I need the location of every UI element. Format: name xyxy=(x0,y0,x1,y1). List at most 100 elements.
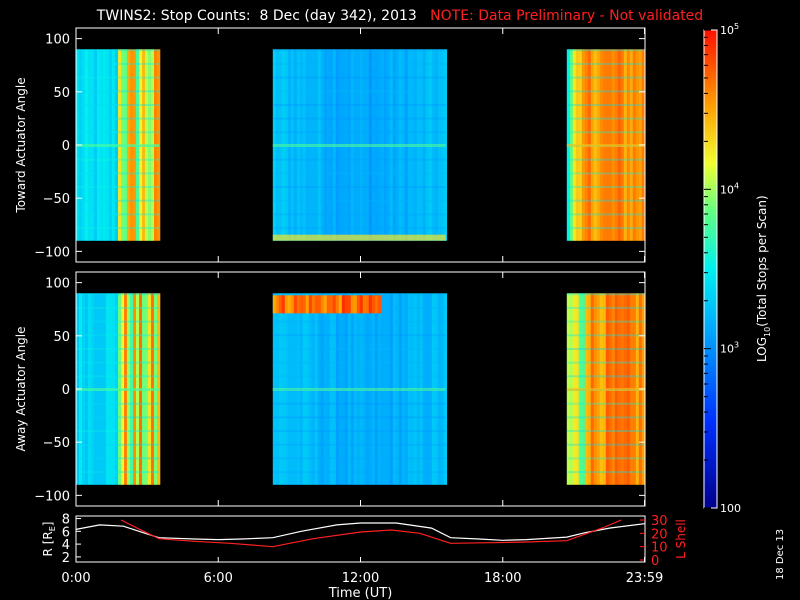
heatmap-zero-streak xyxy=(272,144,446,147)
heatmap-band xyxy=(566,471,645,474)
heatmap-hot-band xyxy=(362,295,367,314)
heatmap-hot-band xyxy=(275,295,280,314)
y-tick-label: 4 xyxy=(62,538,70,553)
heatmap-band xyxy=(272,334,446,337)
heatmap-hot-band xyxy=(281,295,286,314)
heatmap-band xyxy=(76,293,159,296)
heatmap-band xyxy=(76,348,159,350)
heatmap-band xyxy=(76,375,159,378)
heatmap-hot-band xyxy=(365,295,370,314)
y-tick-label-right: 30 xyxy=(651,514,668,529)
heatmap-band xyxy=(76,213,159,216)
heatmap-band xyxy=(76,76,159,79)
y-tick-label: 6 xyxy=(62,525,70,540)
heatmap-band xyxy=(272,131,446,134)
date-stamp: 18 Dec 13 xyxy=(775,528,786,580)
colorbar-tick-label: 104 xyxy=(720,181,739,196)
heatmap-hot-band xyxy=(278,295,283,314)
heatmap-band xyxy=(272,117,446,120)
heatmap-zero-streak xyxy=(566,144,645,147)
heatmap-band xyxy=(76,131,159,134)
heatmap-band xyxy=(76,227,159,230)
heatmap-band xyxy=(272,471,446,474)
heatmap-hot-band xyxy=(377,295,382,314)
heatmap-band xyxy=(272,348,446,350)
y-tick-label: 2 xyxy=(62,551,70,566)
y-tick-label: −50 xyxy=(43,436,70,451)
heatmap-band xyxy=(272,293,446,296)
heatmap-hot-band xyxy=(311,295,316,314)
colorbar-label: LOG10(Total Stops per Scan) xyxy=(755,195,772,362)
y-tick-label: −50 xyxy=(43,192,70,207)
heatmap-band xyxy=(566,158,645,161)
heatmap-band xyxy=(566,306,645,309)
heatmap-band xyxy=(272,62,446,65)
heatmap-band xyxy=(272,227,446,230)
heatmap-hot-band xyxy=(326,295,331,314)
heatmap-band xyxy=(566,117,645,120)
panel-toward: 100 50 0 −50 −100 Toward Actuator Angle xyxy=(14,27,646,263)
y-tick-label: −100 xyxy=(34,245,70,260)
heatmap-band xyxy=(272,49,446,52)
heatmap-band xyxy=(76,172,159,175)
y-tick-label: 0 xyxy=(62,383,70,398)
heatmap-zero-streak xyxy=(76,144,159,147)
y-tick-label: −100 xyxy=(34,489,70,504)
heatmap-hot-band xyxy=(314,295,319,314)
heatmap-hot-band xyxy=(296,295,301,314)
heatmap-band xyxy=(272,158,446,161)
heatmap-band xyxy=(566,402,645,405)
heatmap-hot-band xyxy=(359,295,364,314)
heatmap-hot-band xyxy=(272,234,446,241)
y-tick-label: 100 xyxy=(45,33,70,48)
heatmap-hot-band xyxy=(290,295,295,314)
y-tick-label: 50 xyxy=(53,330,70,345)
heatmap-band xyxy=(272,172,446,175)
title-note: NOTE: Data Preliminary - Not validated xyxy=(430,8,704,24)
heatmap-band xyxy=(566,375,645,378)
heatmap-band xyxy=(76,457,159,460)
heatmap-band xyxy=(76,361,159,364)
heatmap-band xyxy=(566,457,645,460)
r-axis-label: R [RE] xyxy=(41,522,57,557)
lshell-axis-label: L Shell xyxy=(674,519,688,559)
heatmap-hot-band xyxy=(329,295,334,314)
heatmap-hot-band xyxy=(335,295,340,314)
heatmap-band xyxy=(566,416,645,419)
y-tick-label-right: 0 xyxy=(651,554,659,569)
x-tick-label: 18:00 xyxy=(484,571,521,586)
heatmap-band xyxy=(272,402,446,405)
heatmap-band xyxy=(272,104,446,106)
heatmap-band xyxy=(76,199,159,202)
heatmap-hot-band xyxy=(341,295,346,314)
heatmap-band xyxy=(566,293,645,296)
heatmap-band xyxy=(272,90,446,93)
heatmap-band xyxy=(76,104,159,106)
heatmap-band xyxy=(566,320,645,323)
heatmap-band xyxy=(272,213,446,216)
heatmap-band xyxy=(272,375,446,378)
heatmap-hot-band xyxy=(323,295,328,314)
heatmap-band xyxy=(272,361,446,364)
heatmap-hot-band xyxy=(299,295,304,314)
heatmap-band xyxy=(76,186,159,188)
heatmap-band xyxy=(272,186,446,188)
heatmap-hot-band xyxy=(353,295,358,314)
heatmap-band xyxy=(272,76,446,79)
heatmap-hot-band xyxy=(344,295,349,314)
l-shell-line xyxy=(120,519,622,548)
y-tick-label: 0 xyxy=(62,139,70,154)
heatmap-band xyxy=(76,430,159,432)
colorbar: 105 104 103 100 xyxy=(703,22,741,515)
heatmap-hot-band xyxy=(374,295,379,314)
heatmap-hot-band xyxy=(347,295,352,314)
y-axis-label: Toward Actuator Angle xyxy=(14,77,28,213)
title-main: TWINS2: Stop Counts: 8 Dec (day 342), 20… xyxy=(96,8,417,24)
x-tick-label: 12:00 xyxy=(342,571,379,586)
heatmap-band xyxy=(566,104,645,106)
heatmap-hot-band xyxy=(305,295,310,314)
heatmap-hot-band xyxy=(287,295,292,314)
heatmap-band xyxy=(76,471,159,474)
heatmap-band xyxy=(566,76,645,79)
